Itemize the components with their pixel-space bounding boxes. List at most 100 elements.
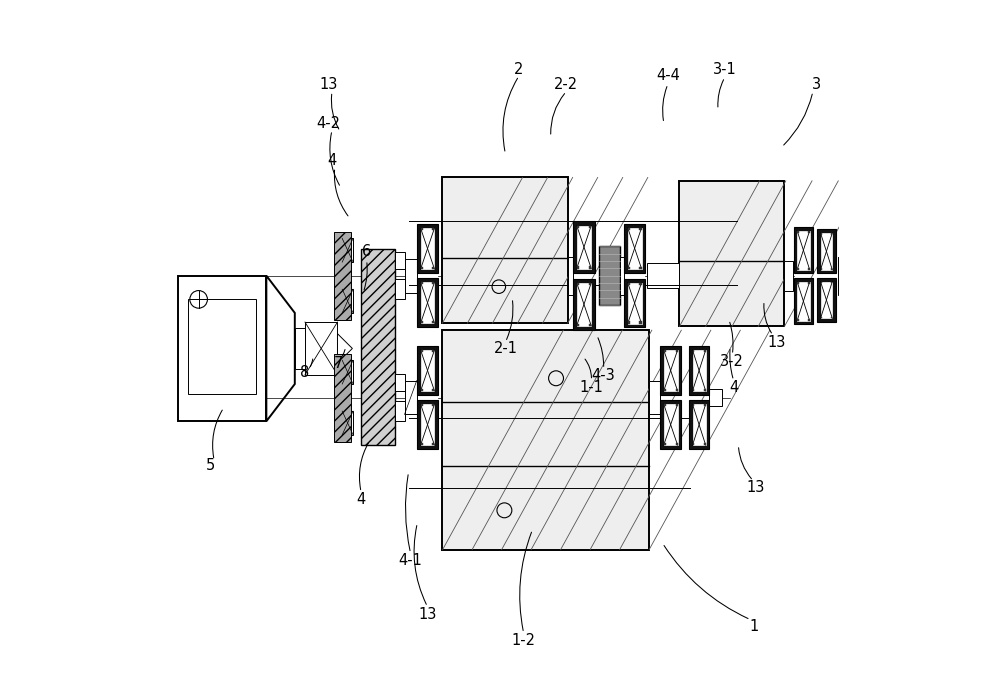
Bar bbox=[838, 257, 853, 294]
Bar bbox=[676, 389, 678, 391]
Bar bbox=[417, 401, 438, 449]
Bar bbox=[821, 268, 822, 270]
Bar bbox=[342, 411, 353, 435]
Bar bbox=[342, 289, 353, 313]
Text: 4-2: 4-2 bbox=[317, 116, 341, 131]
Bar bbox=[817, 229, 836, 273]
Bar bbox=[577, 283, 591, 326]
Text: 1-2: 1-2 bbox=[512, 632, 536, 647]
Bar bbox=[405, 258, 417, 292]
Text: 4-1: 4-1 bbox=[399, 553, 423, 568]
Bar bbox=[432, 267, 434, 269]
Polygon shape bbox=[266, 275, 295, 422]
Text: 5: 5 bbox=[206, 458, 215, 473]
Bar bbox=[421, 228, 423, 230]
Bar bbox=[639, 283, 642, 285]
Bar bbox=[831, 317, 832, 318]
Bar bbox=[704, 404, 706, 406]
Bar bbox=[589, 283, 591, 285]
Bar bbox=[573, 279, 595, 330]
Bar bbox=[664, 350, 678, 391]
Bar bbox=[664, 443, 666, 445]
Bar bbox=[421, 350, 423, 352]
Text: 2: 2 bbox=[514, 62, 524, 77]
Text: 8: 8 bbox=[300, 365, 310, 380]
Text: 6: 6 bbox=[362, 245, 371, 260]
Bar bbox=[628, 283, 642, 324]
Bar bbox=[704, 389, 706, 391]
Bar bbox=[660, 401, 681, 449]
Bar bbox=[589, 267, 591, 269]
Bar bbox=[664, 404, 678, 445]
Bar bbox=[432, 321, 434, 323]
Bar bbox=[395, 401, 405, 422]
Bar bbox=[693, 350, 694, 352]
Bar bbox=[395, 374, 405, 391]
Bar bbox=[797, 268, 799, 269]
Bar bbox=[421, 282, 423, 284]
Bar bbox=[432, 228, 434, 230]
Bar bbox=[821, 282, 832, 318]
Text: 1-1: 1-1 bbox=[579, 380, 603, 395]
Text: 4-3: 4-3 bbox=[592, 369, 615, 384]
Bar bbox=[421, 404, 423, 406]
Bar bbox=[821, 282, 822, 284]
Bar bbox=[178, 275, 266, 422]
Text: 4-4: 4-4 bbox=[656, 69, 680, 84]
Bar bbox=[417, 224, 438, 273]
Bar bbox=[664, 389, 666, 391]
Text: 3: 3 bbox=[812, 78, 822, 92]
Bar bbox=[838, 257, 853, 271]
Bar bbox=[342, 360, 353, 384]
Bar bbox=[361, 249, 395, 445]
Bar bbox=[704, 443, 706, 445]
Text: 2-1: 2-1 bbox=[493, 341, 517, 356]
Bar bbox=[676, 443, 678, 445]
Bar bbox=[821, 233, 832, 270]
Bar bbox=[639, 322, 642, 324]
Bar bbox=[689, 401, 709, 449]
Bar bbox=[395, 279, 405, 299]
Text: 3-1: 3-1 bbox=[713, 62, 737, 77]
Bar bbox=[639, 267, 642, 269]
Bar bbox=[831, 282, 832, 284]
Bar bbox=[334, 232, 351, 320]
Text: 4: 4 bbox=[729, 380, 738, 395]
Bar bbox=[817, 278, 836, 322]
Bar bbox=[797, 231, 799, 233]
Bar bbox=[639, 228, 642, 230]
Bar bbox=[568, 257, 573, 294]
Bar bbox=[838, 280, 853, 294]
Bar bbox=[647, 263, 679, 288]
Bar bbox=[577, 226, 579, 228]
Bar bbox=[305, 322, 337, 375]
Bar bbox=[577, 324, 579, 326]
Bar bbox=[188, 299, 256, 394]
Polygon shape bbox=[337, 334, 352, 363]
Bar bbox=[831, 233, 832, 235]
Bar bbox=[599, 246, 620, 305]
Bar bbox=[664, 350, 666, 352]
Text: 13: 13 bbox=[418, 607, 437, 622]
Bar bbox=[421, 389, 423, 391]
Text: 13: 13 bbox=[319, 77, 338, 92]
Bar bbox=[421, 267, 423, 269]
Bar bbox=[628, 283, 630, 285]
Bar bbox=[577, 226, 591, 269]
Text: 2-2: 2-2 bbox=[554, 78, 578, 92]
Bar bbox=[664, 404, 666, 406]
Bar bbox=[421, 404, 434, 445]
Bar bbox=[808, 231, 810, 233]
Bar bbox=[421, 282, 434, 323]
Bar bbox=[589, 324, 591, 326]
Bar bbox=[797, 282, 799, 284]
Bar bbox=[628, 267, 630, 269]
Bar bbox=[831, 268, 832, 270]
Bar bbox=[334, 354, 351, 441]
Bar bbox=[432, 282, 434, 284]
Bar bbox=[649, 381, 660, 415]
Bar bbox=[442, 330, 649, 550]
Bar bbox=[821, 233, 822, 235]
Bar bbox=[589, 226, 591, 228]
Bar bbox=[808, 282, 810, 284]
